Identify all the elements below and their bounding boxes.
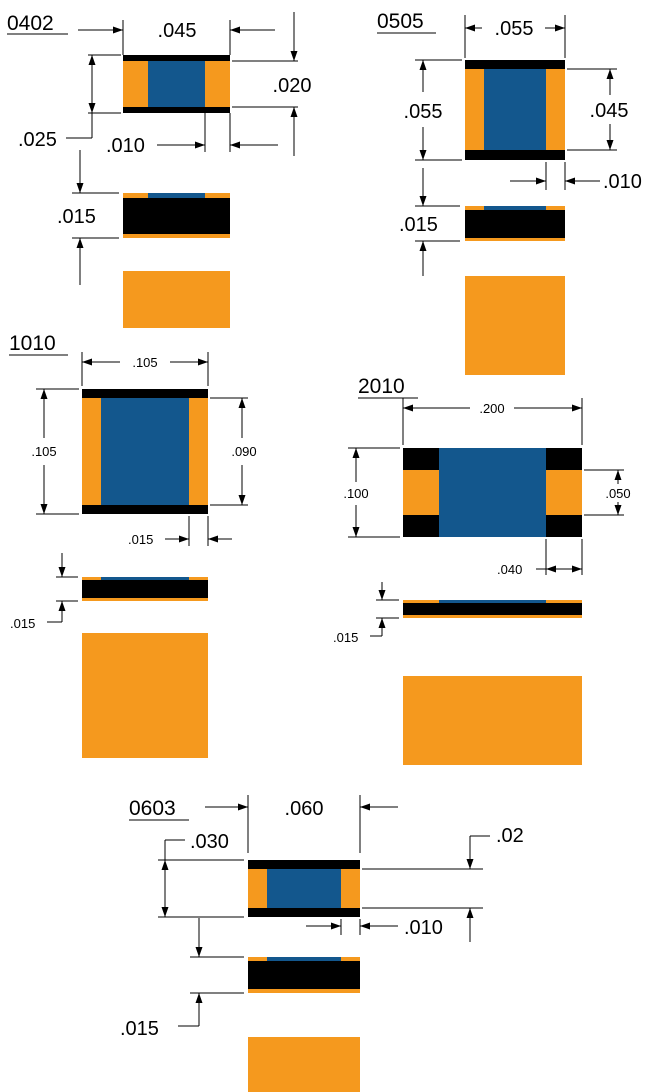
part-0603-thickness-label: .015 bbox=[120, 1018, 159, 1040]
part-0505-side-coating bbox=[465, 210, 565, 238]
part-1010-top-pad-left bbox=[82, 398, 101, 505]
part-2010-length-label: .200 bbox=[479, 401, 504, 416]
part-0505-top-pad-right bbox=[546, 69, 565, 150]
part-1010-pad-length-label: .015 bbox=[128, 532, 153, 547]
part-0505-side-body bbox=[484, 206, 546, 210]
part-0402-thickness-label: .015 bbox=[57, 206, 96, 228]
part-0402-top-pad-right bbox=[205, 61, 230, 107]
part-2010-top-pad-left bbox=[403, 470, 439, 515]
part-0505-top-body bbox=[484, 69, 546, 150]
part-2010-width-label: .100 bbox=[343, 486, 368, 501]
part-0402-pad-length-label: .010 bbox=[106, 135, 145, 157]
part-0603-pad-height-label: .02 bbox=[496, 825, 524, 847]
part-2010-top-body bbox=[439, 448, 546, 537]
part-0505-length-label: .055 bbox=[495, 18, 534, 40]
part-1010-side-coating bbox=[82, 580, 208, 598]
part-2010-side-coating bbox=[403, 603, 582, 615]
part-0402: 0402 .045 .020 .025 bbox=[7, 12, 311, 328]
part-0603-bottom-pad bbox=[248, 1037, 360, 1092]
part-0603-pad-length-label: .010 bbox=[404, 917, 443, 939]
part-0505-width-label: .055 bbox=[404, 101, 443, 123]
part-0603-length-label: .060 bbox=[285, 798, 324, 820]
part-0402-top-body bbox=[148, 61, 205, 107]
part-1010-top-body bbox=[101, 398, 189, 505]
part-0402-side-body bbox=[148, 193, 205, 198]
part-0402-bottom-pad bbox=[123, 271, 230, 328]
part-1010-title: 1010 bbox=[9, 332, 56, 355]
part-1010-top-pad-right bbox=[189, 398, 208, 505]
part-0402-side-coating bbox=[123, 198, 230, 234]
part-1010: 1010 .105 .105 .090 bbox=[9, 332, 257, 758]
part-0505-pad-height-label: .045 bbox=[590, 100, 629, 122]
part-0505: 0505 .055 .055 .045 bbox=[377, 10, 642, 375]
part-0505-title: 0505 bbox=[377, 10, 424, 33]
part-2010-bottom-pad bbox=[403, 676, 582, 765]
part-0505-thickness-label: .015 bbox=[399, 214, 438, 236]
part-2010-title: 2010 bbox=[358, 375, 405, 398]
part-1010-side-body bbox=[101, 577, 189, 580]
part-0402-width-label: .025 bbox=[18, 129, 57, 151]
part-0603-side-body bbox=[267, 957, 341, 961]
part-0603-width-label: .030 bbox=[190, 831, 229, 853]
part-0603-top-pad-right bbox=[341, 869, 360, 908]
part-0402-length-label: .045 bbox=[158, 20, 197, 42]
part-0505-pad-length-label: .010 bbox=[603, 171, 642, 193]
part-0402-pad-height-label: .020 bbox=[273, 75, 312, 97]
part-0402-title: 0402 bbox=[7, 12, 54, 35]
part-1010-width-label: .105 bbox=[31, 444, 56, 459]
part-0505-top-pad-left bbox=[465, 69, 484, 150]
part-2010-thickness-label: .015 bbox=[333, 630, 358, 645]
part-0603-top-body bbox=[267, 869, 341, 908]
part-0603: 0603 .060 .030 .02 bbox=[120, 795, 524, 1092]
part-2010-pad-height-label: .050 bbox=[605, 486, 630, 501]
part-1010-thickness-label: .015 bbox=[10, 616, 35, 631]
part-0603-side-coating bbox=[248, 961, 360, 989]
part-2010-side-body bbox=[439, 600, 546, 603]
part-0603-top-pad-left bbox=[248, 869, 267, 908]
part-2010: 2010 .200 .100 .050 bbox=[333, 375, 631, 765]
part-1010-bottom-pad bbox=[82, 633, 208, 758]
part-0603-title: 0603 bbox=[129, 797, 176, 820]
part-2010-top-pad-right bbox=[546, 470, 582, 515]
part-0402-top-pad-left bbox=[123, 61, 148, 107]
part-1010-length-label: .105 bbox=[132, 355, 157, 370]
part-1010-pad-height-label: .090 bbox=[231, 444, 256, 459]
part-2010-pad-length-label: .040 bbox=[497, 562, 522, 577]
part-0505-bottom-pad bbox=[465, 276, 565, 375]
